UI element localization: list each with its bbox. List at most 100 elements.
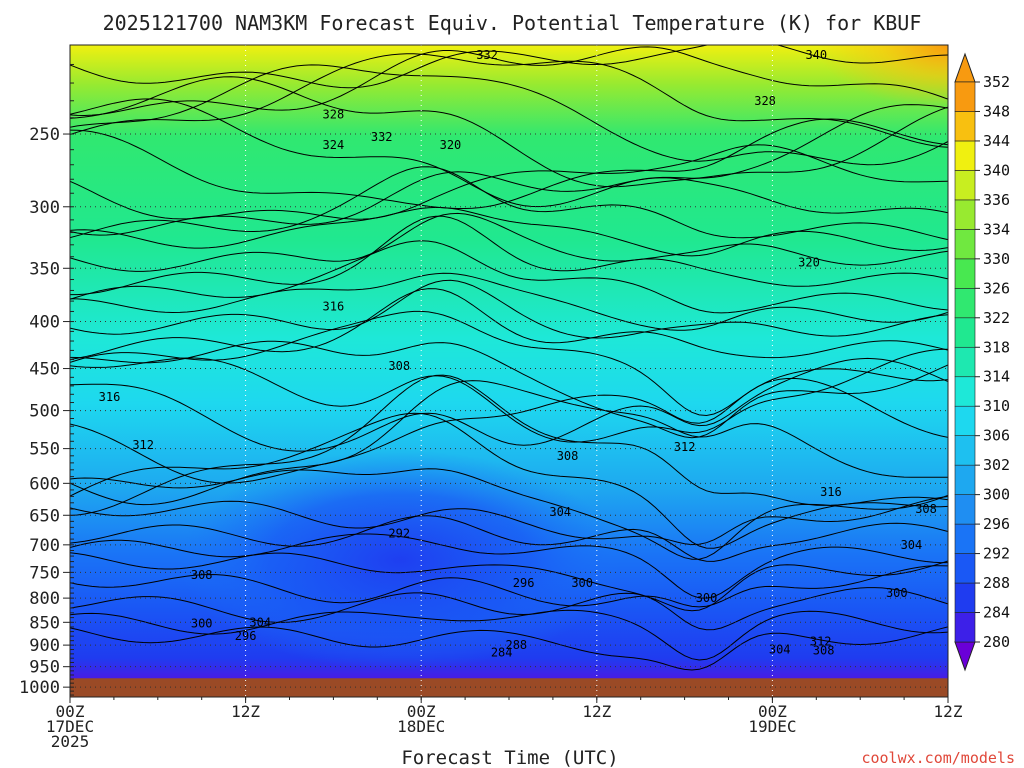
contour-line <box>70 565 948 608</box>
contour-label: 312 <box>674 440 696 454</box>
contour-line <box>70 412 948 549</box>
y-tick-label: 700 <box>29 536 60 556</box>
contour-line <box>70 279 948 339</box>
contour-line <box>70 288 948 360</box>
colorbar-label: 318 <box>983 338 1010 356</box>
contour-label: 300 <box>886 586 908 600</box>
colorbar-segment <box>954 170 976 201</box>
contour-label: 320 <box>798 256 820 270</box>
contour-line <box>70 53 948 148</box>
plot-area: 332 3403283283243323203203163083163123083… <box>70 45 948 697</box>
colorbar-label: 310 <box>983 397 1010 415</box>
colorbar-label: 330 <box>983 250 1010 268</box>
colorbar-label: 296 <box>983 515 1010 533</box>
colorbar-segment <box>954 140 976 171</box>
x-tick-label: 00Z <box>758 702 787 721</box>
contour-line <box>70 533 948 599</box>
contour-label: 340 <box>805 48 827 62</box>
contour-label: 332 <box>476 48 498 62</box>
contour-line <box>70 357 948 452</box>
colorbar-label: 334 <box>983 220 1010 238</box>
colorbar-segment <box>954 111 976 142</box>
colorbar-segment <box>954 523 976 554</box>
contour-line <box>70 46 948 117</box>
x-tick-label: 12Z <box>582 702 611 721</box>
colorbar-segment <box>954 229 976 260</box>
chart-title: 2025121700 NAM3KM Forecast Equiv. Potent… <box>103 11 922 35</box>
contour-label: 324 <box>323 138 345 152</box>
y-tick-label: 900 <box>29 636 60 656</box>
contour-line <box>70 587 948 631</box>
colorbar-label: 306 <box>983 427 1010 445</box>
contour-line <box>70 310 948 417</box>
y-tick-label: 1000 <box>19 678 60 698</box>
contour-labels: 332 3403283283243323203203163083163123083… <box>99 48 937 660</box>
y-tick-label: 450 <box>29 360 60 380</box>
y-tick-label: 650 <box>29 506 60 526</box>
colorbar-label: 314 <box>983 368 1010 386</box>
contour-label: 332 <box>371 130 393 144</box>
contour-line <box>70 272 948 331</box>
y-tick-label: 750 <box>29 563 60 583</box>
contour-label: 292 <box>388 526 410 540</box>
contour-label: 320 <box>440 138 462 152</box>
contour-line <box>70 45 948 89</box>
colorbar-segment <box>954 317 976 348</box>
colorbar-label: 336 <box>983 191 1010 209</box>
dry-region-blob <box>180 450 620 670</box>
y-tick-label: 350 <box>29 259 60 279</box>
x-tick-label: 18DEC <box>397 717 445 736</box>
ground-terrain <box>70 678 948 697</box>
colorbar-segment <box>954 81 976 112</box>
x-tick-label: 2025 <box>51 732 90 751</box>
y-tick-label: 300 <box>29 198 60 218</box>
contour-label: 308 <box>915 502 937 516</box>
x-tick-label: 12Z <box>231 702 260 721</box>
contour-label: 296 <box>513 576 535 590</box>
y-axis: 250 300 350 400 450 500 550 600 650 700 750 800 850 9… <box>19 63 74 698</box>
contour-label: 288 <box>505 638 527 652</box>
contour-label: 304 <box>901 538 923 552</box>
colorbar-top-arrow <box>954 52 976 83</box>
y-tick-label: 550 <box>29 440 60 460</box>
x-tick-label: 12Z <box>934 702 963 721</box>
contour-line <box>70 64 948 166</box>
colorbar-label: 288 <box>983 574 1010 592</box>
contour-label: 304 <box>769 643 791 657</box>
colorbar-segment <box>954 612 976 643</box>
y-tick-label: 500 <box>29 402 60 422</box>
colorbar-segment <box>954 288 976 319</box>
contour-line <box>70 377 948 484</box>
colorbar-segment <box>954 582 976 613</box>
contour-line <box>70 468 948 560</box>
colorbar-label: 302 <box>983 456 1010 474</box>
contour-line <box>70 552 948 612</box>
x-axis-label: Forecast Time (UTC) <box>401 747 618 768</box>
contour-label: 300 <box>696 591 718 605</box>
colorbar-segment <box>954 464 976 495</box>
colorbar-label: 280 <box>983 633 1010 651</box>
contour-label: 308 <box>557 449 579 463</box>
contour-label: 304 <box>549 505 571 519</box>
contour-line <box>70 626 948 671</box>
colorbar-bottom-arrow <box>954 641 976 672</box>
colorbar-segment <box>954 405 976 436</box>
contour-line <box>70 166 948 241</box>
contour-label: 316 <box>820 485 842 499</box>
contour-line <box>70 348 948 443</box>
colorbar-label: 292 <box>983 545 1010 563</box>
y-tick-label: 800 <box>29 589 60 609</box>
colorbar-segment <box>954 376 976 407</box>
contour-label: 312 <box>810 635 832 649</box>
contour-line <box>70 215 948 296</box>
colorbar-label: 348 <box>983 102 1010 120</box>
colorbar-label: 284 <box>983 604 1010 622</box>
y-tick-label: 850 <box>29 613 60 633</box>
contour-line <box>70 515 948 562</box>
x-tick-label: 00Z <box>56 702 85 721</box>
contour-line <box>70 212 948 272</box>
contour-label: 308 <box>813 643 835 657</box>
contour-label: 284 <box>491 646 513 660</box>
